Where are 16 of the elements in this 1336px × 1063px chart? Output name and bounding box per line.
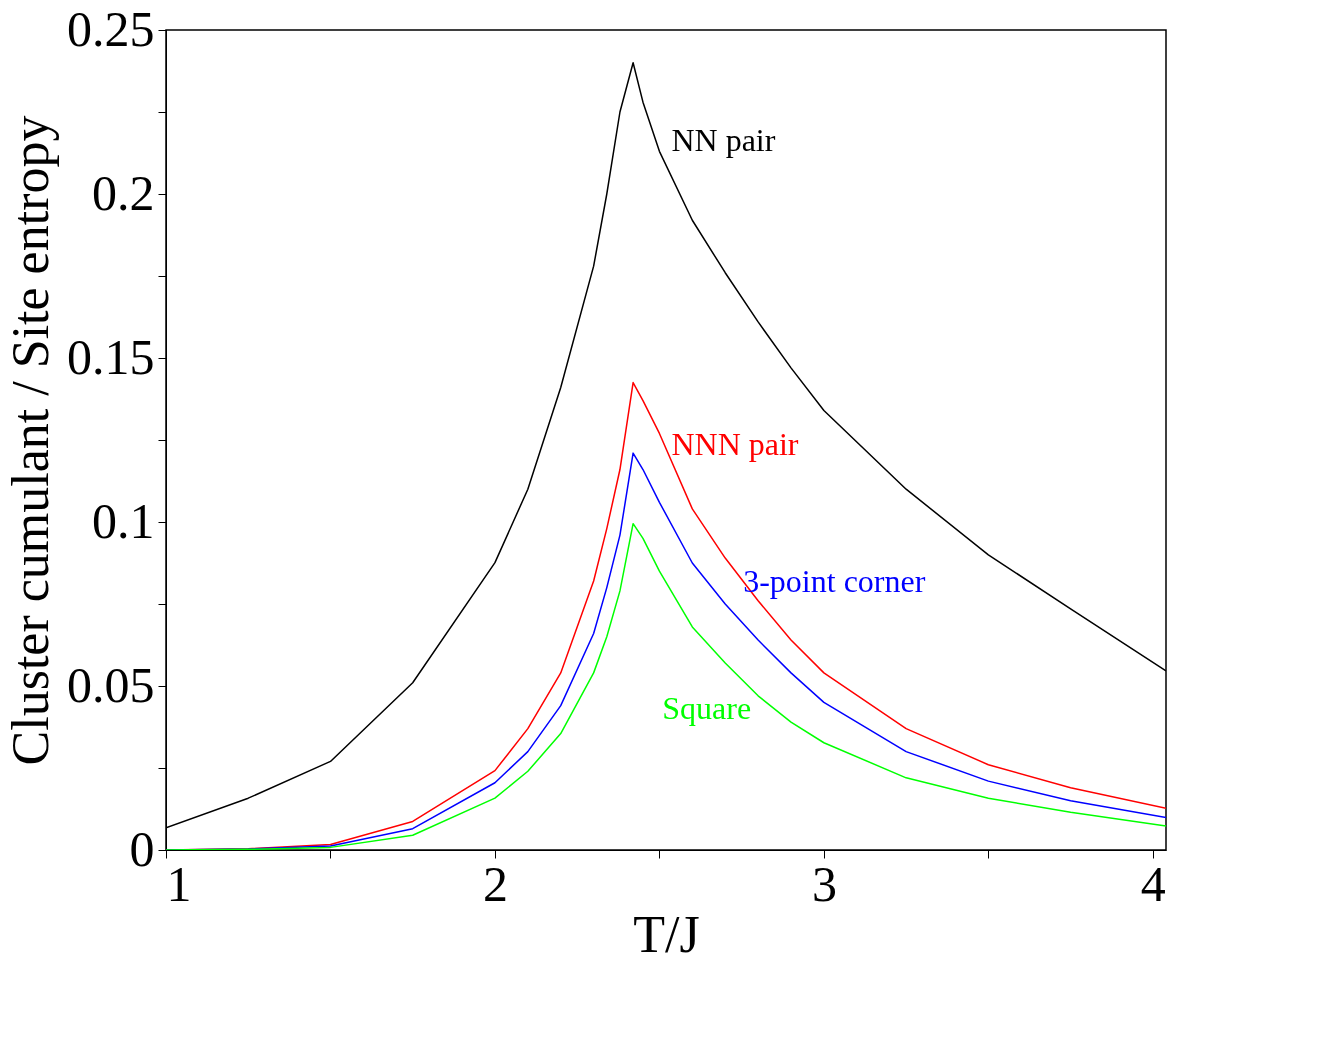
series-label: 3-point corner bbox=[743, 563, 926, 599]
x-axis-title: T/J bbox=[633, 905, 700, 963]
series-label: NNN pair bbox=[671, 426, 799, 463]
y-tick-label: 0 bbox=[129, 820, 155, 877]
y-tick-label: 0.1 bbox=[92, 492, 155, 549]
x-tick-label: 4 bbox=[1140, 855, 1166, 912]
x-tick-label: 1 bbox=[166, 855, 192, 912]
y-tick-label: 0.2 bbox=[92, 164, 155, 221]
series-label: NN pair bbox=[671, 122, 776, 159]
y-tick-label: 0.15 bbox=[67, 328, 155, 385]
y-tick-label: 0.05 bbox=[67, 656, 155, 713]
y-tick-label: 0.25 bbox=[67, 0, 155, 57]
series-label: Square bbox=[662, 689, 752, 726]
x-tick-label: 3 bbox=[811, 855, 837, 912]
y-axis-title: Cluster cumulant / Site entropy bbox=[2, 115, 59, 766]
x-tick-label: 2 bbox=[482, 855, 508, 912]
